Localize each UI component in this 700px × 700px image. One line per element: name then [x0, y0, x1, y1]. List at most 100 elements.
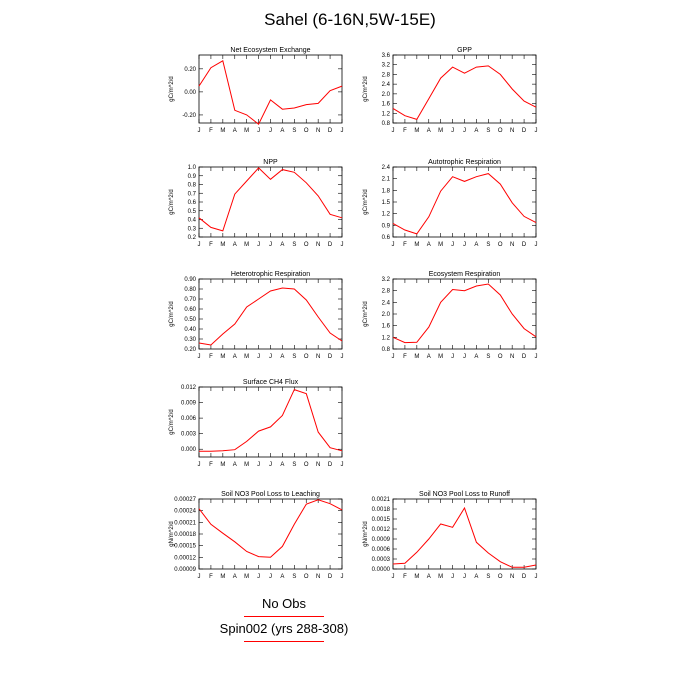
y-tick-label: 0.8 [188, 183, 197, 189]
x-tick-label: J [257, 128, 260, 134]
y-tick-label: 1.2 [382, 335, 391, 341]
panel-frame [198, 166, 343, 238]
x-tick-label: M [244, 354, 249, 360]
panel-leach: Soil NO3 Pool Loss to Leaching gN/m^2/d 0.… [169, 491, 344, 580]
y-tick-label: 1.0 [188, 165, 197, 171]
x-tick-label: M [438, 128, 443, 134]
x-tick-label: S [292, 128, 296, 134]
y-tick-label: 0.50 [184, 317, 196, 323]
y-tick-label: 0.2 [188, 235, 197, 241]
y-tick-label: 2.4 [382, 165, 391, 171]
series-line-leach [198, 499, 343, 558]
series-line-hr [198, 287, 343, 346]
x-tick-label: M [220, 574, 225, 580]
x-tick-label: J [463, 574, 466, 580]
x-tick-label: A [233, 128, 237, 134]
x-tick-label: S [292, 574, 296, 580]
y-tick-label: 1.6 [382, 102, 391, 108]
x-tick-label: M [220, 462, 225, 468]
x-tick-label: D [328, 462, 333, 468]
panel-title: Ecosystem Respiration [429, 271, 501, 278]
panel-er: Ecosystem Respiration gC/m^2/d 0.8 1.2 1.6 2.… [363, 271, 538, 360]
x-tick-label: J [198, 242, 201, 248]
x-tick-label: J [198, 128, 201, 134]
panel-frame [198, 498, 343, 570]
x-tick-label: M [414, 242, 419, 248]
panel-frame [198, 278, 343, 350]
y-tick-label: 2.0 [382, 312, 391, 318]
y-tick-label: 1.2 [382, 212, 391, 218]
series-line-nee [198, 60, 343, 125]
y-tick-label: 1.6 [382, 324, 391, 330]
x-tick-label: F [403, 242, 407, 248]
x-tick-label: J [535, 128, 538, 134]
y-axis-label: gC/m^2/d [169, 409, 175, 435]
x-tick-label: S [292, 242, 296, 248]
x-tick-label: A [233, 574, 237, 580]
x-tick-label: N [510, 574, 514, 580]
series-line-npp [198, 167, 343, 232]
x-tick-label: D [328, 128, 333, 134]
x-tick-label: A [427, 574, 431, 580]
x-tick-label: S [486, 354, 490, 360]
x-tick-label: O [304, 128, 309, 134]
panel-title: Soil NO3 Pool Loss to Leaching [221, 491, 320, 498]
y-axis-label: gN/m^2/d [169, 521, 175, 547]
x-tick-label: A [474, 354, 478, 360]
x-tick-label: A [474, 128, 478, 134]
x-tick-label: J [341, 354, 344, 360]
x-tick-label: O [304, 462, 309, 468]
series-line-er [392, 283, 537, 344]
y-tick-label: 0.00009 [174, 567, 196, 573]
y-tick-label: 3.6 [382, 53, 391, 59]
y-tick-label: 0.000 [181, 447, 197, 453]
x-tick-label: A [280, 574, 284, 580]
x-tick-label: O [304, 574, 309, 580]
x-tick-label: J [341, 462, 344, 468]
y-tick-label: 0.30 [184, 337, 196, 343]
x-tick-label: A [280, 354, 284, 360]
x-tick-label: J [269, 354, 272, 360]
x-tick-label: J [257, 242, 260, 248]
y-tick-label: 0.7 [188, 191, 197, 197]
x-tick-label: J [198, 462, 201, 468]
x-tick-label: S [486, 574, 490, 580]
panel-title: NPP [263, 159, 278, 166]
x-tick-label: O [498, 128, 503, 134]
page-title: Sahel (6-16N,5W-15E) [264, 10, 436, 29]
x-tick-label: F [209, 354, 213, 360]
x-tick-label: J [392, 128, 395, 134]
y-tick-label: 0.8 [382, 121, 391, 127]
y-tick-label: 0.90 [184, 277, 196, 283]
panel-frame [392, 166, 537, 238]
panel-frame [198, 54, 343, 124]
y-tick-label: 3.2 [382, 277, 391, 283]
x-tick-label: J [392, 354, 395, 360]
y-tick-label: 0.8 [382, 347, 391, 353]
x-tick-label: J [392, 242, 395, 248]
x-tick-label: J [198, 354, 201, 360]
x-tick-label: J [257, 354, 260, 360]
x-tick-label: J [463, 128, 466, 134]
y-tick-label: 0.70 [184, 297, 196, 303]
x-tick-label: F [209, 128, 213, 134]
y-tick-label: 2.8 [382, 289, 391, 295]
y-tick-label: 0.20 [184, 347, 196, 353]
x-tick-label: J [269, 242, 272, 248]
x-tick-label: N [316, 354, 320, 360]
x-tick-label: F [209, 242, 213, 248]
x-tick-label: A [280, 242, 284, 248]
panel-frame [392, 278, 537, 350]
y-tick-label: 0.009 [181, 401, 197, 407]
x-tick-label: J [451, 354, 454, 360]
x-tick-label: J [257, 574, 260, 580]
y-tick-label: 0.6 [188, 200, 197, 206]
legend-obs-label: No Obs [261, 596, 307, 611]
x-tick-label: J [198, 574, 201, 580]
panel-title: Autotrophic Respiration [428, 159, 501, 166]
y-tick-label: 0.00012 [174, 555, 196, 561]
series-line-gpp [392, 65, 537, 120]
y-axis-label: gC/m^2/d [363, 301, 369, 327]
x-tick-label: F [403, 574, 407, 580]
y-tick-label: 0.012 [181, 385, 197, 391]
